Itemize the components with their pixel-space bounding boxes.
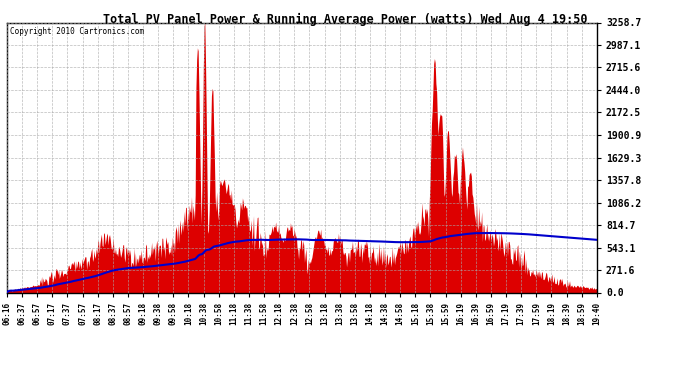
Text: Total PV Panel Power & Running Average Power (watts) Wed Aug 4 19:50: Total PV Panel Power & Running Average P… [103,13,587,26]
Text: Copyright 2010 Cartronics.com: Copyright 2010 Cartronics.com [10,27,144,36]
